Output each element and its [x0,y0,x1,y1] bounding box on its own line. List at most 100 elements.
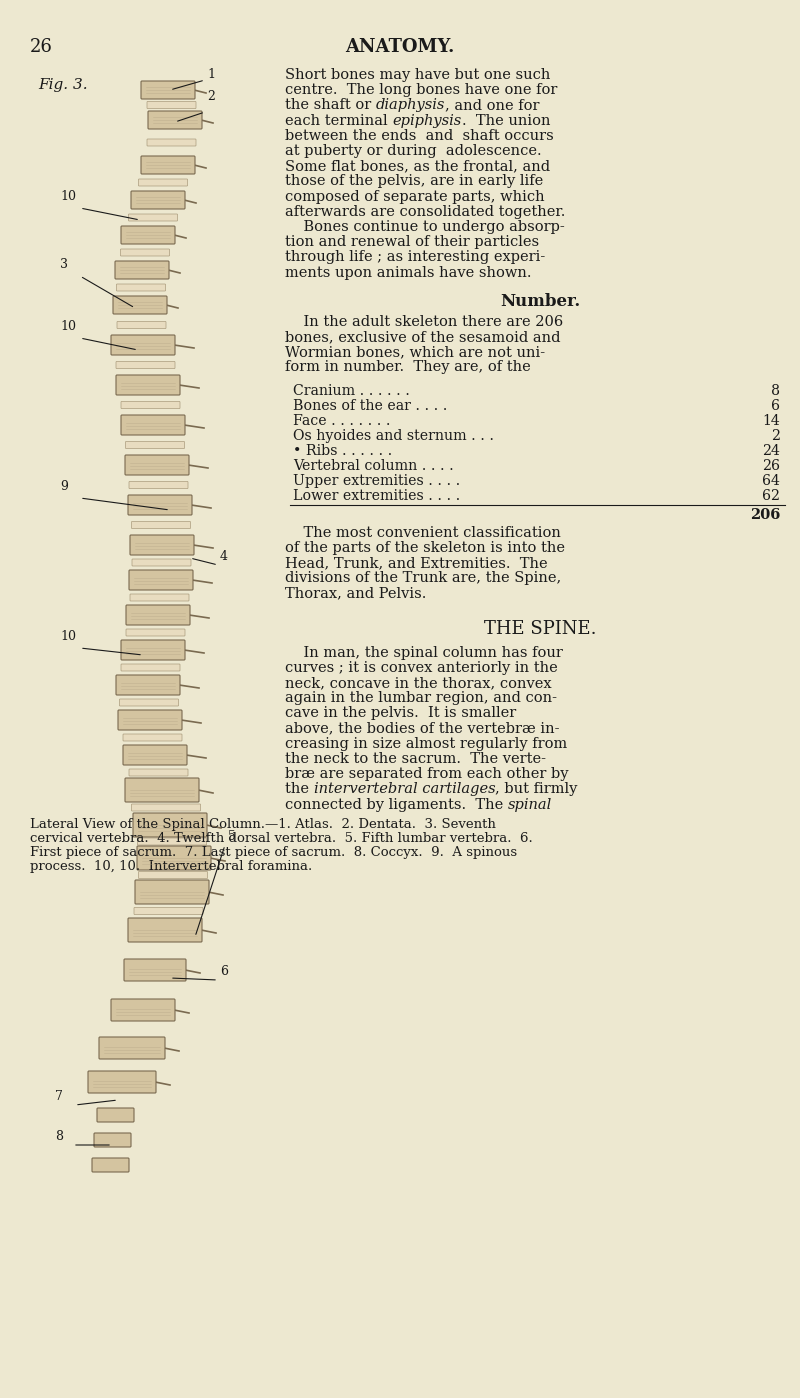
Text: divisions of the Trunk are, the Spine,: divisions of the Trunk are, the Spine, [285,572,562,586]
FancyBboxPatch shape [129,214,178,221]
FancyBboxPatch shape [119,699,178,706]
FancyBboxPatch shape [118,710,182,730]
Text: 9: 9 [60,480,68,493]
FancyBboxPatch shape [94,1132,131,1146]
FancyBboxPatch shape [116,375,180,396]
Text: bones, exclusive of the sesamoid and: bones, exclusive of the sesamoid and [285,330,561,344]
Text: • Ribs . . . . . .: • Ribs . . . . . . [293,443,392,457]
Text: Os hyoides and sternum . . .: Os hyoides and sternum . . . [293,429,494,443]
FancyBboxPatch shape [137,846,211,870]
FancyBboxPatch shape [115,261,169,280]
Text: 3: 3 [60,259,68,271]
Text: 6: 6 [220,965,228,979]
Text: First piece of sacrum.  7. Last piece of sacrum.  8. Coccyx.  9.  A spinous: First piece of sacrum. 7. Last piece of … [30,846,517,858]
Text: 14: 14 [762,414,780,428]
FancyBboxPatch shape [121,640,185,660]
Text: again in the lumbar region, and con-: again in the lumbar region, and con- [285,691,557,705]
Text: 4: 4 [220,549,228,563]
FancyBboxPatch shape [131,804,201,811]
Text: Face . . . . . . .: Face . . . . . . . [293,414,390,428]
Text: In the adult skeleton there are 206: In the adult skeleton there are 206 [285,315,563,329]
Text: 7: 7 [55,1090,63,1103]
Text: .  The union: . The union [462,113,550,127]
Text: spinal: spinal [508,798,552,812]
FancyBboxPatch shape [138,871,207,878]
Text: 5: 5 [228,830,236,843]
FancyBboxPatch shape [135,879,209,905]
Text: The most convenient classification: The most convenient classification [285,526,561,540]
Text: intervertebral cartilages: intervertebral cartilages [314,783,495,797]
FancyBboxPatch shape [148,110,202,129]
Text: tion and renewal of their particles: tion and renewal of their particles [285,235,539,249]
FancyBboxPatch shape [138,179,187,186]
Text: , and one for: , and one for [446,98,540,112]
Text: 26: 26 [762,459,780,473]
Text: Cranium . . . . . .: Cranium . . . . . . [293,383,410,397]
FancyBboxPatch shape [124,959,186,981]
FancyBboxPatch shape [147,138,196,145]
FancyBboxPatch shape [121,664,180,671]
FancyBboxPatch shape [117,322,166,329]
FancyBboxPatch shape [117,284,166,291]
FancyBboxPatch shape [99,1037,165,1060]
FancyBboxPatch shape [111,1000,175,1021]
FancyBboxPatch shape [116,675,180,695]
Text: through life ; as interesting experi-: through life ; as interesting experi- [285,250,546,264]
Text: Bones continue to undergo absorp-: Bones continue to undergo absorp- [285,219,565,233]
Text: the: the [285,783,314,797]
Text: each terminal: each terminal [285,113,392,127]
Text: neck, concave in the thorax, convex: neck, concave in the thorax, convex [285,677,552,691]
FancyBboxPatch shape [123,745,187,765]
Text: 8: 8 [771,383,780,397]
FancyBboxPatch shape [88,1071,156,1093]
FancyBboxPatch shape [123,734,182,741]
FancyBboxPatch shape [121,415,185,435]
Text: process.  10, 10.  Intervertebral foramina.: process. 10, 10. Intervertebral foramina… [30,860,312,872]
FancyBboxPatch shape [138,837,206,844]
Text: Short bones may have but one such: Short bones may have but one such [285,69,550,82]
FancyBboxPatch shape [130,594,189,601]
Text: between the ends  and  shaft occurs: between the ends and shaft occurs [285,129,554,143]
Text: Some flat bones, as the frontal, and: Some flat bones, as the frontal, and [285,159,550,173]
Text: those of the pelvis, are in early life: those of the pelvis, are in early life [285,175,543,189]
Text: 26: 26 [30,38,53,56]
FancyBboxPatch shape [129,570,193,590]
FancyBboxPatch shape [121,401,180,408]
Text: Upper extremities . . . .: Upper extremities . . . . [293,474,460,488]
Text: connected by ligaments.  The: connected by ligaments. The [285,798,508,812]
Text: cervical vertebra.  4. Twelfth dorsal vertebra.  5. Fifth lumbar vertebra.  6.: cervical vertebra. 4. Twelfth dorsal ver… [30,832,533,844]
Text: the neck to the sacrum.  The verte-: the neck to the sacrum. The verte- [285,752,546,766]
Text: epiphysis: epiphysis [392,113,462,127]
Text: Fig. 3.: Fig. 3. [38,78,88,92]
Text: cave in the pelvis.  It is smaller: cave in the pelvis. It is smaller [285,706,516,720]
Text: 62: 62 [762,488,780,503]
FancyBboxPatch shape [92,1158,129,1172]
Text: curves ; it is convex anteriorly in the: curves ; it is convex anteriorly in the [285,661,558,675]
Text: form in number.  They are, of the: form in number. They are, of the [285,361,530,375]
Text: the shaft or: the shaft or [285,98,376,112]
FancyBboxPatch shape [141,81,195,99]
Text: 206: 206 [750,507,780,521]
Text: diaphysis: diaphysis [376,98,446,112]
Text: 2: 2 [207,89,215,103]
FancyBboxPatch shape [134,907,203,914]
FancyBboxPatch shape [121,249,170,256]
FancyBboxPatch shape [126,605,190,625]
Text: Number.: Number. [500,292,580,310]
Text: of the parts of the skeleton is into the: of the parts of the skeleton is into the [285,541,565,555]
FancyBboxPatch shape [131,192,185,208]
Text: 10: 10 [60,630,76,643]
Text: bræ are separated from each other by: bræ are separated from each other by [285,768,569,781]
FancyBboxPatch shape [128,918,202,942]
Text: ments upon animals have shown.: ments upon animals have shown. [285,266,531,280]
FancyBboxPatch shape [129,481,188,488]
Text: ANATOMY.: ANATOMY. [346,38,454,56]
Text: Bones of the ear . . . .: Bones of the ear . . . . [293,398,447,412]
FancyBboxPatch shape [128,495,192,514]
Text: centre.  The long bones have one for: centre. The long bones have one for [285,84,558,98]
FancyBboxPatch shape [111,336,175,355]
Text: Vertebral column . . . .: Vertebral column . . . . [293,459,454,473]
Text: , but firmly: , but firmly [495,783,578,797]
FancyBboxPatch shape [113,296,167,315]
Text: composed of separate parts, which: composed of separate parts, which [285,190,545,204]
